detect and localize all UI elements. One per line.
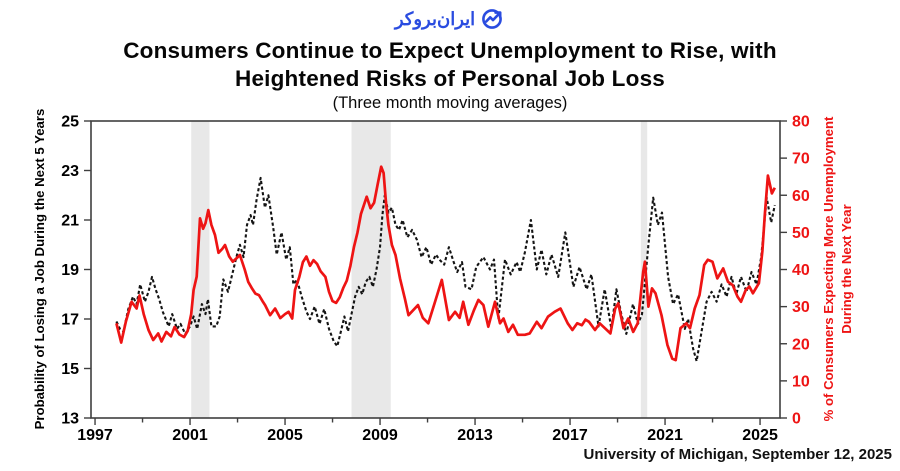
right-tick-label: 20 [792,336,810,353]
brand-logo: ایران‌بروکر [0,7,900,31]
x-tick-label: 2001 [172,427,208,444]
left-tick-label: 23 [61,163,79,180]
chart-title-line2: Heightened Risks of Personal Job Loss [235,66,665,91]
x-tick-label: 2013 [457,427,493,444]
right-tick-label: 40 [792,262,810,279]
recession-band [351,121,391,418]
right-tick-label: 80 [792,114,810,131]
trend-arrow-circle-icon [482,9,503,29]
right-tick-label: 60 [792,188,810,205]
left-tick-label: 15 [61,361,79,378]
right-tick-label: 50 [792,225,810,242]
x-tick-label: 1997 [77,427,113,444]
x-tick-label: 2009 [362,427,398,444]
job-loss-probability-line [115,176,776,363]
left-tick-label: 17 [61,312,79,329]
right-tick-label: 10 [792,373,810,390]
left-tick-label: 25 [61,114,79,131]
right-tick-label: 30 [792,299,810,316]
x-tick-label: 2021 [647,427,683,444]
left-tick-label: 21 [61,213,79,230]
left-axis-title: Probability of Losing a Job During the N… [32,109,47,430]
x-tick-label: 2025 [742,427,778,444]
chart-title-line1: Consumers Continue to Expect Unemploymen… [123,38,777,63]
right-axis-title-line2: During the Next Year [839,204,854,333]
recession-band [191,121,210,418]
right-tick-label: 0 [792,411,801,428]
brand-logo-text: ایران‌بروکر [394,8,476,29]
left-tick-label: 13 [61,411,79,428]
right-axis-title-line1: % of Consumers Expecting More Unemployme… [821,116,836,421]
right-tick-label: 70 [792,151,810,168]
source-note: University of Michigan, September 12, 20… [583,446,892,463]
left-tick-label: 19 [61,262,79,279]
chart-subtitle: (Three month moving averages) [332,94,568,112]
x-tick-label: 2005 [267,427,303,444]
unemployment-expectations-line [115,165,776,362]
x-tick-label: 2017 [552,427,588,444]
